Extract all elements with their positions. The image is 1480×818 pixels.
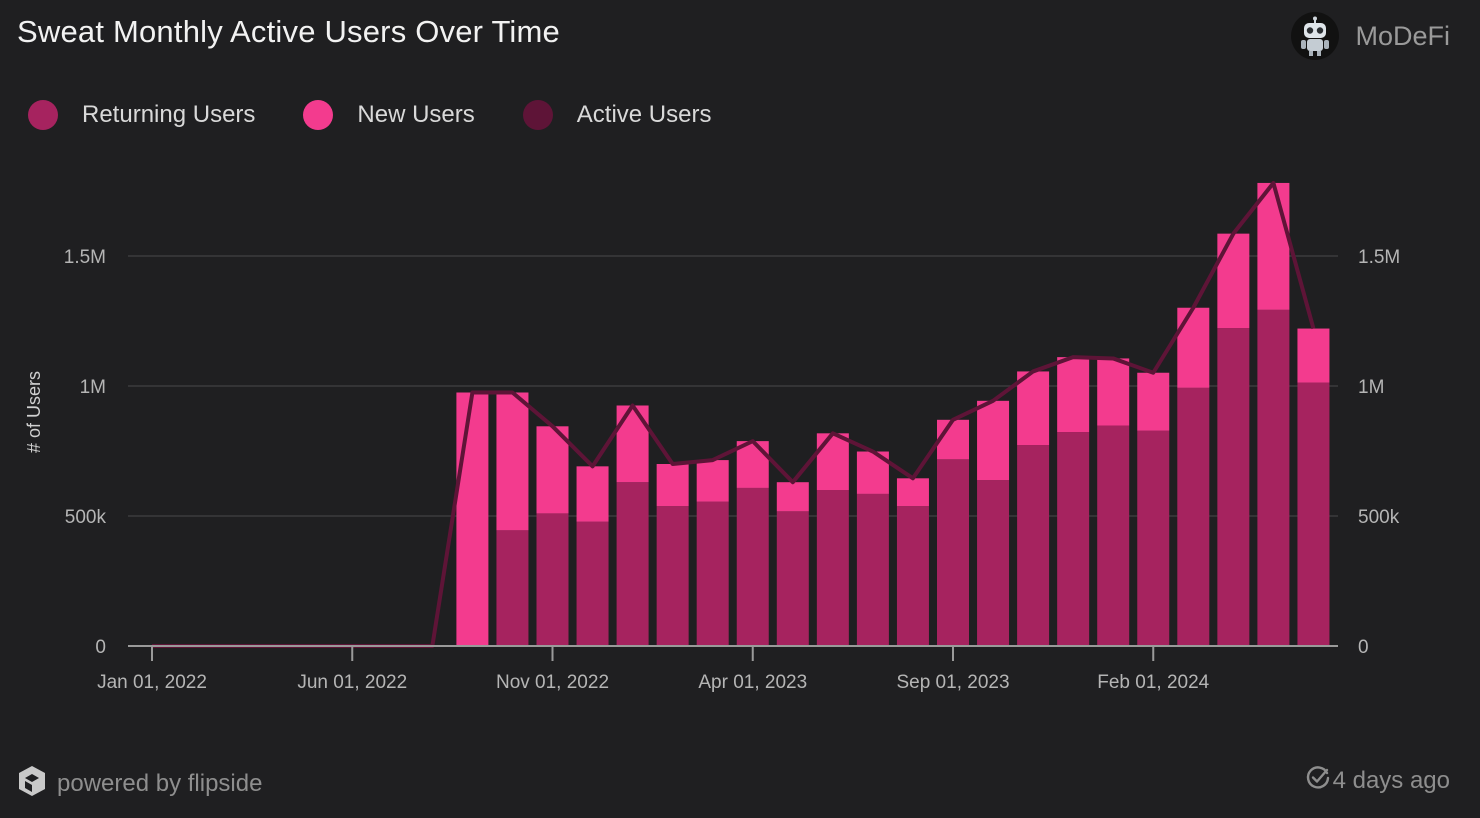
bar-new-users <box>616 405 649 483</box>
bar-new-users <box>496 392 529 531</box>
legend-swatch-new <box>303 100 334 130</box>
powered-by[interactable]: powered by flipside <box>17 765 262 802</box>
bars <box>456 182 1330 646</box>
bar-new-users <box>1097 358 1130 426</box>
legend-item-active-users[interactable]: Active Users <box>522 100 712 130</box>
x-tick-label: Jun 01, 2022 <box>297 672 407 693</box>
bar-new-users <box>696 460 729 502</box>
powered-by-text: powered by flipside <box>57 769 263 797</box>
bar-new-users <box>456 392 489 646</box>
y-tick-label-right: 1M <box>1358 377 1384 398</box>
bar-new-users <box>776 482 809 512</box>
brand-name: MoDeFi <box>1355 20 1450 51</box>
y-tick-label-left: 1M <box>80 377 106 398</box>
bar-returning-users <box>1257 309 1290 646</box>
x-tick-label: Apr 01, 2023 <box>698 672 807 693</box>
legend-label: Active Users <box>576 101 712 128</box>
bar-new-users <box>1057 357 1090 433</box>
bar-new-users <box>896 478 929 507</box>
x-tick-label: Jan 01, 2022 <box>97 672 207 693</box>
bar-returning-users <box>536 513 569 646</box>
legend: Returning Users New Users Active Users <box>28 100 759 130</box>
brand[interactable]: MoDeFi <box>1291 12 1450 60</box>
bar-new-users <box>576 466 609 522</box>
axes: 0 0 500k 500k 1M 1M 1.5M 1.5M # of Users Jan 01, … <box>24 247 1400 693</box>
chart-title: Sweat Monthly Active Users Over Time <box>17 14 560 49</box>
bar-returning-users <box>1137 430 1170 646</box>
bar-new-users <box>656 464 689 507</box>
bar-new-users <box>977 400 1010 481</box>
bar-new-users <box>1297 328 1330 383</box>
bar-returning-users <box>776 511 809 646</box>
bar-returning-users <box>656 506 689 646</box>
bar-returning-users <box>616 482 649 646</box>
y-tick-label-right: 500k <box>1358 507 1400 528</box>
legend-label: New Users <box>357 101 475 128</box>
bar-returning-users <box>1057 432 1090 646</box>
y-axis-title: # of Users <box>24 371 44 453</box>
bar-returning-users <box>696 501 729 646</box>
updated-text: 4 days ago <box>1332 766 1450 794</box>
bar-returning-users <box>856 493 889 646</box>
bar-new-users <box>536 426 569 514</box>
y-tick-label-left: 500k <box>65 507 107 528</box>
flipside-logo-icon <box>17 765 47 802</box>
legend-swatch-active <box>522 100 553 130</box>
y-tick-label-left: 1.5M <box>64 247 106 268</box>
x-tick-label: Nov 01, 2022 <box>496 672 609 693</box>
bar-returning-users <box>1097 425 1130 646</box>
bar-returning-users <box>576 521 609 646</box>
bar-new-users <box>1217 233 1250 329</box>
bar-new-users <box>1137 372 1170 431</box>
legend-swatch-returning <box>28 100 58 130</box>
x-tick-label: Sep 01, 2023 <box>896 672 1009 693</box>
legend-item-new-users[interactable]: New Users <box>303 100 475 130</box>
bar-returning-users <box>1297 382 1330 646</box>
legend-item-returning-users[interactable]: Returning Users <box>28 100 255 130</box>
bar-returning-users <box>1177 387 1210 646</box>
robot-avatar-icon <box>1291 12 1340 60</box>
bar-new-users <box>937 419 969 460</box>
grid-lines <box>128 255 1338 517</box>
bar-new-users <box>1257 182 1290 310</box>
bar-new-users <box>1177 307 1210 388</box>
bar-returning-users <box>896 506 929 646</box>
bar-new-users <box>736 441 769 488</box>
y-tick-label-left: 0 <box>95 637 106 658</box>
bar-returning-users <box>937 459 969 646</box>
x-tick-label: Feb 01, 2024 <box>1097 672 1209 693</box>
bar-returning-users <box>496 530 529 646</box>
bar-returning-users <box>1017 445 1050 646</box>
bar-returning-users <box>816 490 849 646</box>
bar-new-users <box>1017 371 1050 446</box>
bar-returning-users <box>736 487 769 646</box>
legend-label: Returning Users <box>82 101 256 128</box>
updated-status: 4 days ago <box>1305 765 1450 796</box>
check-circle-icon <box>1305 765 1331 796</box>
bar-new-users <box>816 433 849 490</box>
y-tick-label-right: 0 <box>1358 637 1369 658</box>
bar-returning-users <box>977 480 1010 646</box>
bar-returning-users <box>1217 328 1250 646</box>
y-tick-label-right: 1.5M <box>1358 247 1400 268</box>
